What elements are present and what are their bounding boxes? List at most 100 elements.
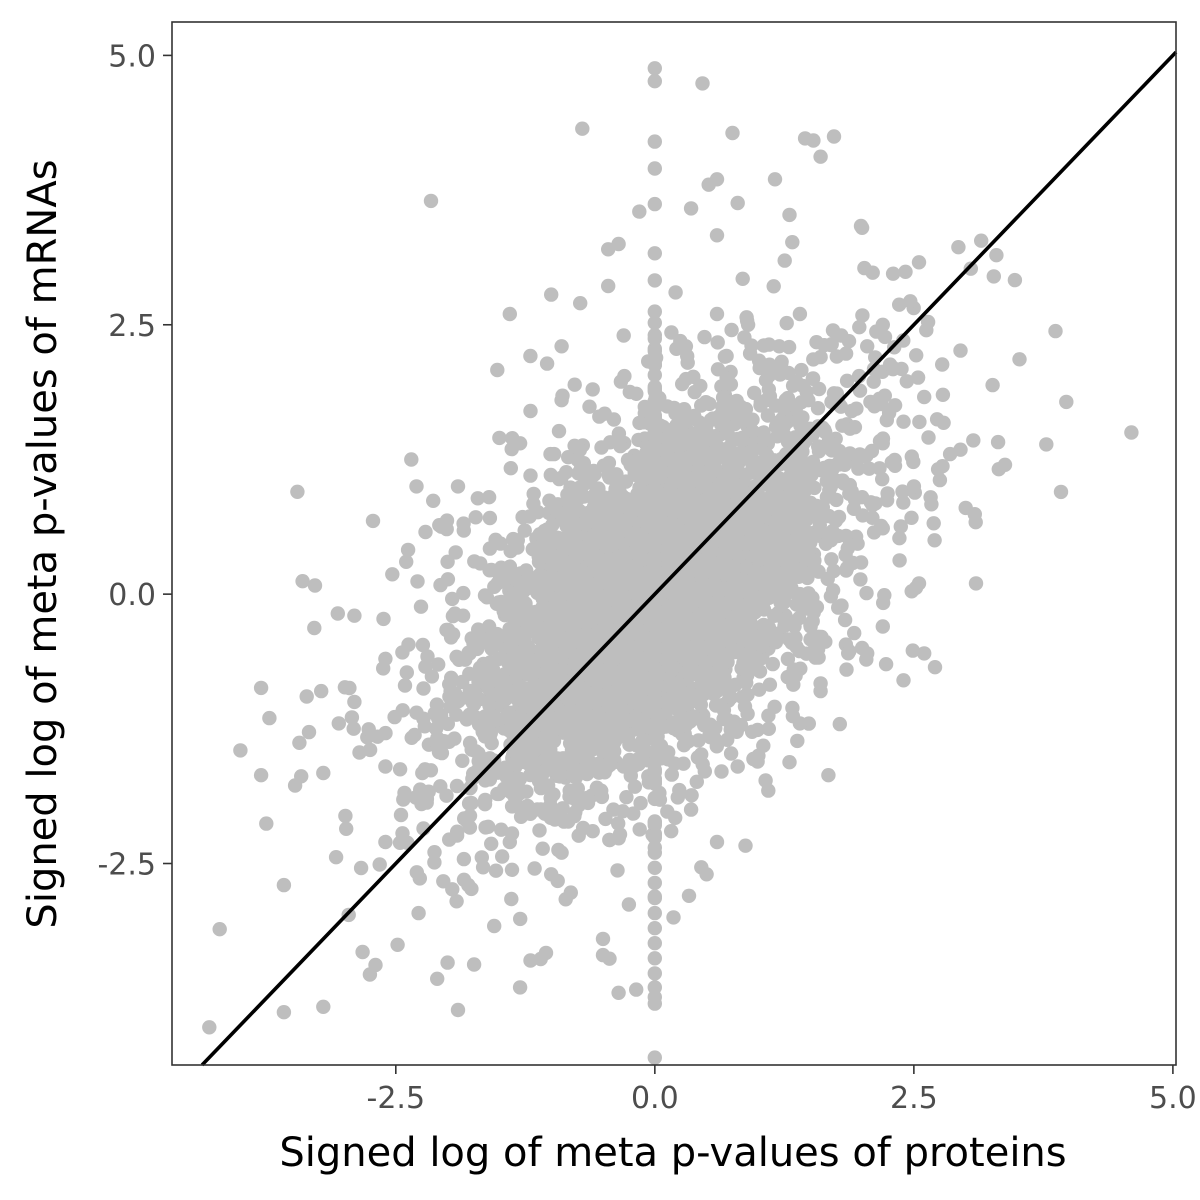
scatter-point <box>904 510 919 525</box>
scatter-point <box>480 678 495 694</box>
scatter-point <box>445 591 460 607</box>
scatter-point <box>921 430 936 445</box>
scatter-point <box>785 700 800 716</box>
scatter-point <box>439 788 454 803</box>
scatter-point <box>622 737 637 752</box>
scatter-point <box>878 657 894 672</box>
scatter-point <box>415 637 431 653</box>
scatter-point <box>678 371 694 387</box>
scatter-point <box>747 385 762 401</box>
scatter-point <box>479 590 495 605</box>
scatter-point <box>484 641 499 656</box>
scatter-point <box>726 714 742 729</box>
scatter-point <box>567 808 582 824</box>
scatter-point <box>926 516 941 531</box>
scatter-point <box>752 682 767 697</box>
scatter-point <box>617 368 632 384</box>
scatter-point <box>627 779 643 794</box>
scatter-point <box>519 616 535 632</box>
scatter-point <box>484 836 499 851</box>
scatter-point <box>531 554 547 570</box>
scatter-point <box>470 491 485 506</box>
scatter-point <box>581 505 596 521</box>
scatter-point <box>766 523 782 538</box>
scatter-point <box>720 732 735 747</box>
scatter-point <box>449 778 465 794</box>
scatter-point <box>768 635 784 650</box>
scatter-point <box>466 957 482 972</box>
scatter-point <box>556 812 571 827</box>
scatter-point <box>611 816 626 831</box>
scatter-point <box>540 722 555 738</box>
scatter-point <box>632 822 647 837</box>
scatter-point <box>932 472 948 488</box>
scatter-point <box>510 682 525 697</box>
scatter-point <box>470 641 485 657</box>
scatter-point <box>892 553 907 568</box>
scatter-point <box>705 411 720 426</box>
scatter-point <box>810 642 826 657</box>
scatter-point <box>866 374 881 389</box>
scatter-point <box>629 386 644 401</box>
scatter-point <box>612 827 628 842</box>
scatter-point <box>865 265 880 280</box>
scatter-point <box>723 746 739 761</box>
scatter-point <box>840 541 855 556</box>
scatter-point <box>817 422 832 437</box>
scatter-point <box>546 446 562 462</box>
scatter-point <box>836 476 852 491</box>
scatter-point <box>376 611 391 627</box>
scatter-point <box>427 855 442 870</box>
scatter-point <box>513 911 528 927</box>
scatter-point <box>885 266 901 281</box>
scatter-point <box>418 659 433 674</box>
scatter-point <box>455 674 470 690</box>
scatter-point <box>790 733 805 749</box>
scatter-point <box>441 734 457 749</box>
scatter-point <box>898 264 913 279</box>
scatter-point <box>887 458 903 473</box>
scatter-point <box>680 697 695 712</box>
scatter-point <box>710 335 725 350</box>
scatter-point <box>664 325 679 340</box>
scatter-point <box>829 492 844 508</box>
scatter-point <box>328 850 344 865</box>
scatter-point <box>387 709 402 725</box>
scatter-point <box>546 787 561 802</box>
scatter-point <box>301 724 317 740</box>
scatter-point <box>619 790 634 805</box>
scatter-point <box>572 614 587 629</box>
scatter-point <box>449 828 465 843</box>
scatter-point <box>527 861 542 876</box>
scatter-point <box>456 516 471 531</box>
scatter-point <box>431 657 446 672</box>
scatter-point <box>859 585 874 601</box>
scatter-point <box>545 517 560 533</box>
scatter-point <box>666 466 682 481</box>
scatter-point <box>702 396 717 412</box>
scatter-point <box>839 373 855 388</box>
scatter-point <box>567 377 582 392</box>
points-layer <box>202 61 1139 1065</box>
scatter-point <box>879 413 894 428</box>
scatter-point <box>464 795 479 811</box>
scatter-point <box>910 370 926 385</box>
scatter-point <box>864 443 880 459</box>
scatter-point <box>1053 484 1069 500</box>
scatter-point <box>508 607 523 622</box>
scatter-point <box>785 235 800 250</box>
scatter-point <box>895 484 910 499</box>
scatter-point <box>440 572 456 587</box>
scatter-point <box>504 891 519 907</box>
scatter-point <box>427 845 442 860</box>
scatter-point <box>740 706 755 722</box>
scatter-point <box>535 591 550 606</box>
scatter-point <box>503 461 518 476</box>
scatter-point <box>693 378 708 394</box>
scatter-point <box>661 745 676 760</box>
scatter-point <box>720 426 735 442</box>
scatter-point <box>344 710 360 725</box>
scatter-point <box>473 556 488 571</box>
scatter-point <box>906 454 921 470</box>
